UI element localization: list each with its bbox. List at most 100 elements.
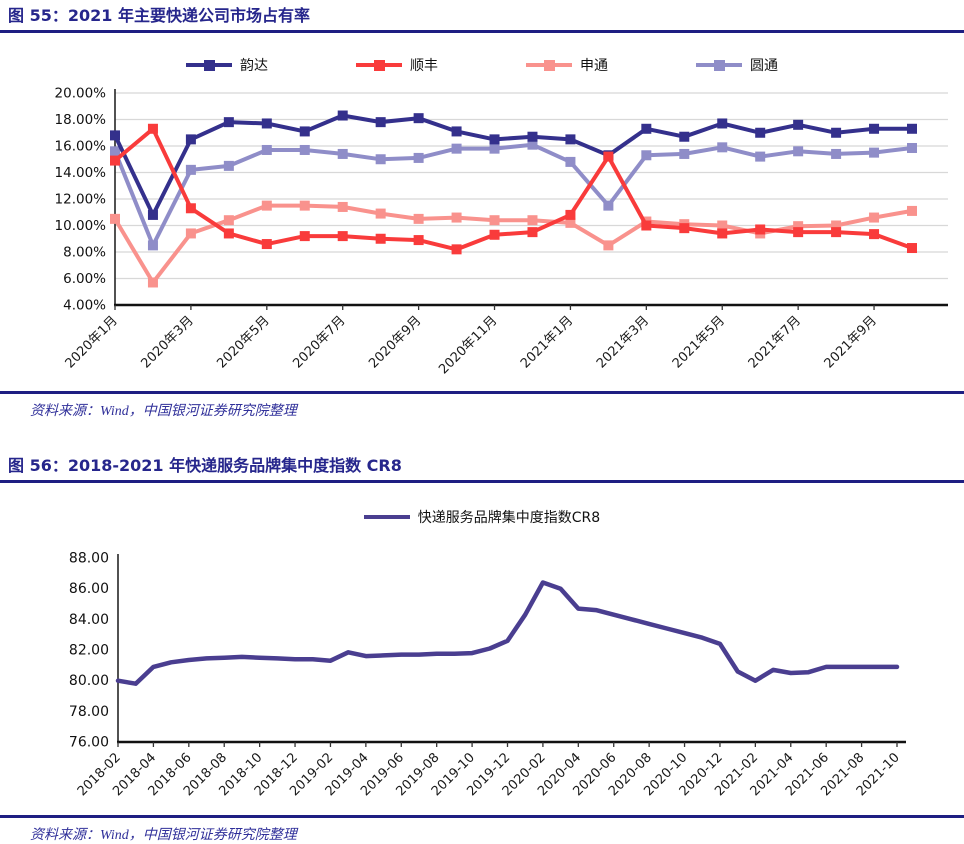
data-point-marker-shentong: [299, 200, 310, 211]
legend-swatch-cr8: [363, 515, 410, 519]
x-axis-tick-label: 2020年7月: [290, 313, 348, 371]
x-axis-tick-label: 2021年5月: [670, 313, 728, 371]
figure56-title-rule: [0, 480, 964, 483]
y-axis-tick-label: 84.00: [69, 612, 109, 628]
data-point-marker-shunfeng: [451, 244, 462, 255]
figure55-source-rule: [0, 391, 964, 394]
y-axis-tick-label: 18.00%: [55, 112, 107, 128]
legend-label-cr8: 快递服务品牌集中度指数CR8: [417, 510, 601, 526]
data-point-marker-yuantong: [869, 147, 880, 158]
data-point-marker-yunda: [375, 117, 386, 128]
data-point-marker-yuantong: [793, 146, 804, 157]
x-axis-tick-label: 2020年11月: [436, 313, 500, 377]
series-line-yuantong: [113, 142, 914, 248]
y-axis-tick-label: 4.00%: [63, 298, 106, 314]
legend-label-yunda: 韵达: [240, 58, 268, 74]
data-point-marker-shentong: [831, 220, 842, 231]
data-point-marker-yunda: [413, 113, 424, 124]
y-axis-tick-label: 16.00%: [55, 139, 107, 155]
figure55-title: 图 55：2021 年主要快递公司市场占有率: [8, 6, 310, 25]
data-point-marker-yunda: [337, 110, 348, 121]
data-point-marker-shentong: [375, 208, 386, 219]
data-point-marker-yunda: [299, 126, 310, 137]
y-axis-tick-label: 14.00%: [55, 165, 107, 181]
figure55-source: 资料来源：Wind，中国银河证券研究院整理: [30, 404, 297, 419]
y-axis-tick-label: 76.00: [69, 735, 109, 751]
data-point-marker-yuantong: [527, 139, 538, 150]
y-axis-tick-label: 6.00%: [63, 271, 106, 287]
data-point-marker-yunda: [110, 130, 120, 141]
figure55-title-rule: [0, 30, 964, 33]
data-point-marker-shentong: [869, 212, 880, 223]
data-point-marker-shunfeng: [565, 209, 576, 220]
x-axis-tick-label: 2020年9月: [366, 313, 424, 371]
x-axis-tick-label: 2021年9月: [822, 313, 880, 371]
figure55-line-chart: 20.00% 18.00% 16.00% 14.00% 12.00% 10.00% 8.00…: [55, 86, 948, 377]
figure56-source-rule: [0, 815, 964, 818]
figure55-legend: 韵达 顺丰 申通 圆通: [0, 55, 964, 75]
data-point-marker-shunfeng: [869, 229, 880, 240]
data-point-marker-shentong: [907, 205, 917, 216]
data-point-marker-yuantong: [489, 143, 500, 154]
series-line-cr8: [115, 580, 900, 686]
data-point-marker-shunfeng: [907, 243, 917, 254]
data-point-marker-yunda: [717, 118, 728, 129]
data-point-marker-yunda: [793, 119, 804, 130]
data-point-marker-shentong: [337, 201, 348, 212]
y-axis-tick-label: 8.00%: [63, 245, 106, 261]
figure56-source: 资料来源：Wind，中国银河证券研究院整理: [30, 828, 297, 843]
data-point-marker-yunda: [185, 134, 196, 145]
legend-label-shentong: 申通: [580, 58, 608, 74]
x-axis-tick-label: 2020年5月: [214, 313, 272, 371]
data-point-marker-shunfeng: [679, 223, 690, 234]
data-point-marker-yuantong: [603, 200, 614, 211]
data-point-marker-shunfeng: [110, 155, 120, 166]
data-point-marker-shunfeng: [413, 235, 424, 246]
data-point-marker-yunda: [451, 126, 462, 137]
figure-56: 图 56：2018-2021 年快递服务品牌集中度指数 CR8 快递服务品牌集中…: [0, 456, 964, 844]
x-axis-tick-label: 2020年1月: [63, 313, 121, 371]
y-axis-tick-label: 20.00%: [55, 86, 107, 102]
data-point-marker-yuantong: [223, 160, 234, 171]
data-point-marker-shunfeng: [603, 151, 614, 162]
data-point-marker-shentong: [603, 240, 614, 251]
data-point-marker-yuantong: [375, 154, 386, 165]
data-point-marker-yunda: [261, 118, 272, 129]
data-point-marker-yuantong: [413, 152, 424, 163]
data-point-marker-yunda: [679, 131, 690, 142]
x-axis-tick-label: 2021年1月: [518, 313, 576, 371]
data-point-marker-shunfeng: [489, 229, 500, 240]
data-point-marker-shunfeng: [793, 227, 804, 238]
data-point-marker-shentong: [223, 215, 234, 226]
y-axis-tick-label: 86.00: [69, 581, 109, 597]
data-point-marker-shentong: [185, 228, 196, 239]
data-point-marker-shunfeng: [337, 231, 348, 242]
data-point-marker-shentong: [147, 277, 158, 288]
data-point-marker-yuantong: [679, 148, 690, 159]
legend-label-shunfeng: 顺丰: [410, 58, 438, 74]
figure56-title: 图 56：2018-2021 年快递服务品牌集中度指数 CR8: [8, 456, 402, 475]
data-point-marker-shunfeng: [375, 233, 386, 244]
data-point-marker-shunfeng: [717, 228, 728, 239]
data-point-marker-shunfeng: [755, 224, 766, 235]
data-point-marker-shunfeng: [299, 231, 310, 242]
data-point-marker-yunda: [907, 123, 917, 134]
data-point-marker-shunfeng: [641, 220, 652, 231]
data-point-marker-shentong: [717, 220, 728, 231]
x-axis-tick-label: 2021年7月: [746, 313, 804, 371]
y-axis-tick-label: 82.00: [69, 643, 109, 659]
data-point-marker-yuantong: [299, 144, 310, 155]
data-point-marker-shunfeng: [185, 203, 196, 214]
series-line-shunfeng: [113, 126, 914, 252]
legend-swatch-yuantong: [696, 59, 742, 71]
figure-55: 图 55：2021 年主要快递公司市场占有率 韵达 顺丰 申通 圆通 20.00% 18…: [0, 6, 964, 420]
data-point-marker-yunda: [527, 131, 538, 142]
data-point-marker-yunda: [641, 123, 652, 134]
data-point-marker-shunfeng: [527, 227, 538, 238]
data-point-marker-shunfeng: [831, 227, 842, 238]
data-point-marker-yuantong: [831, 148, 842, 159]
data-point-marker-yunda: [489, 134, 500, 145]
data-point-marker-shentong: [527, 215, 538, 226]
data-point-marker-shentong: [110, 213, 120, 224]
data-point-marker-shunfeng: [261, 239, 272, 250]
